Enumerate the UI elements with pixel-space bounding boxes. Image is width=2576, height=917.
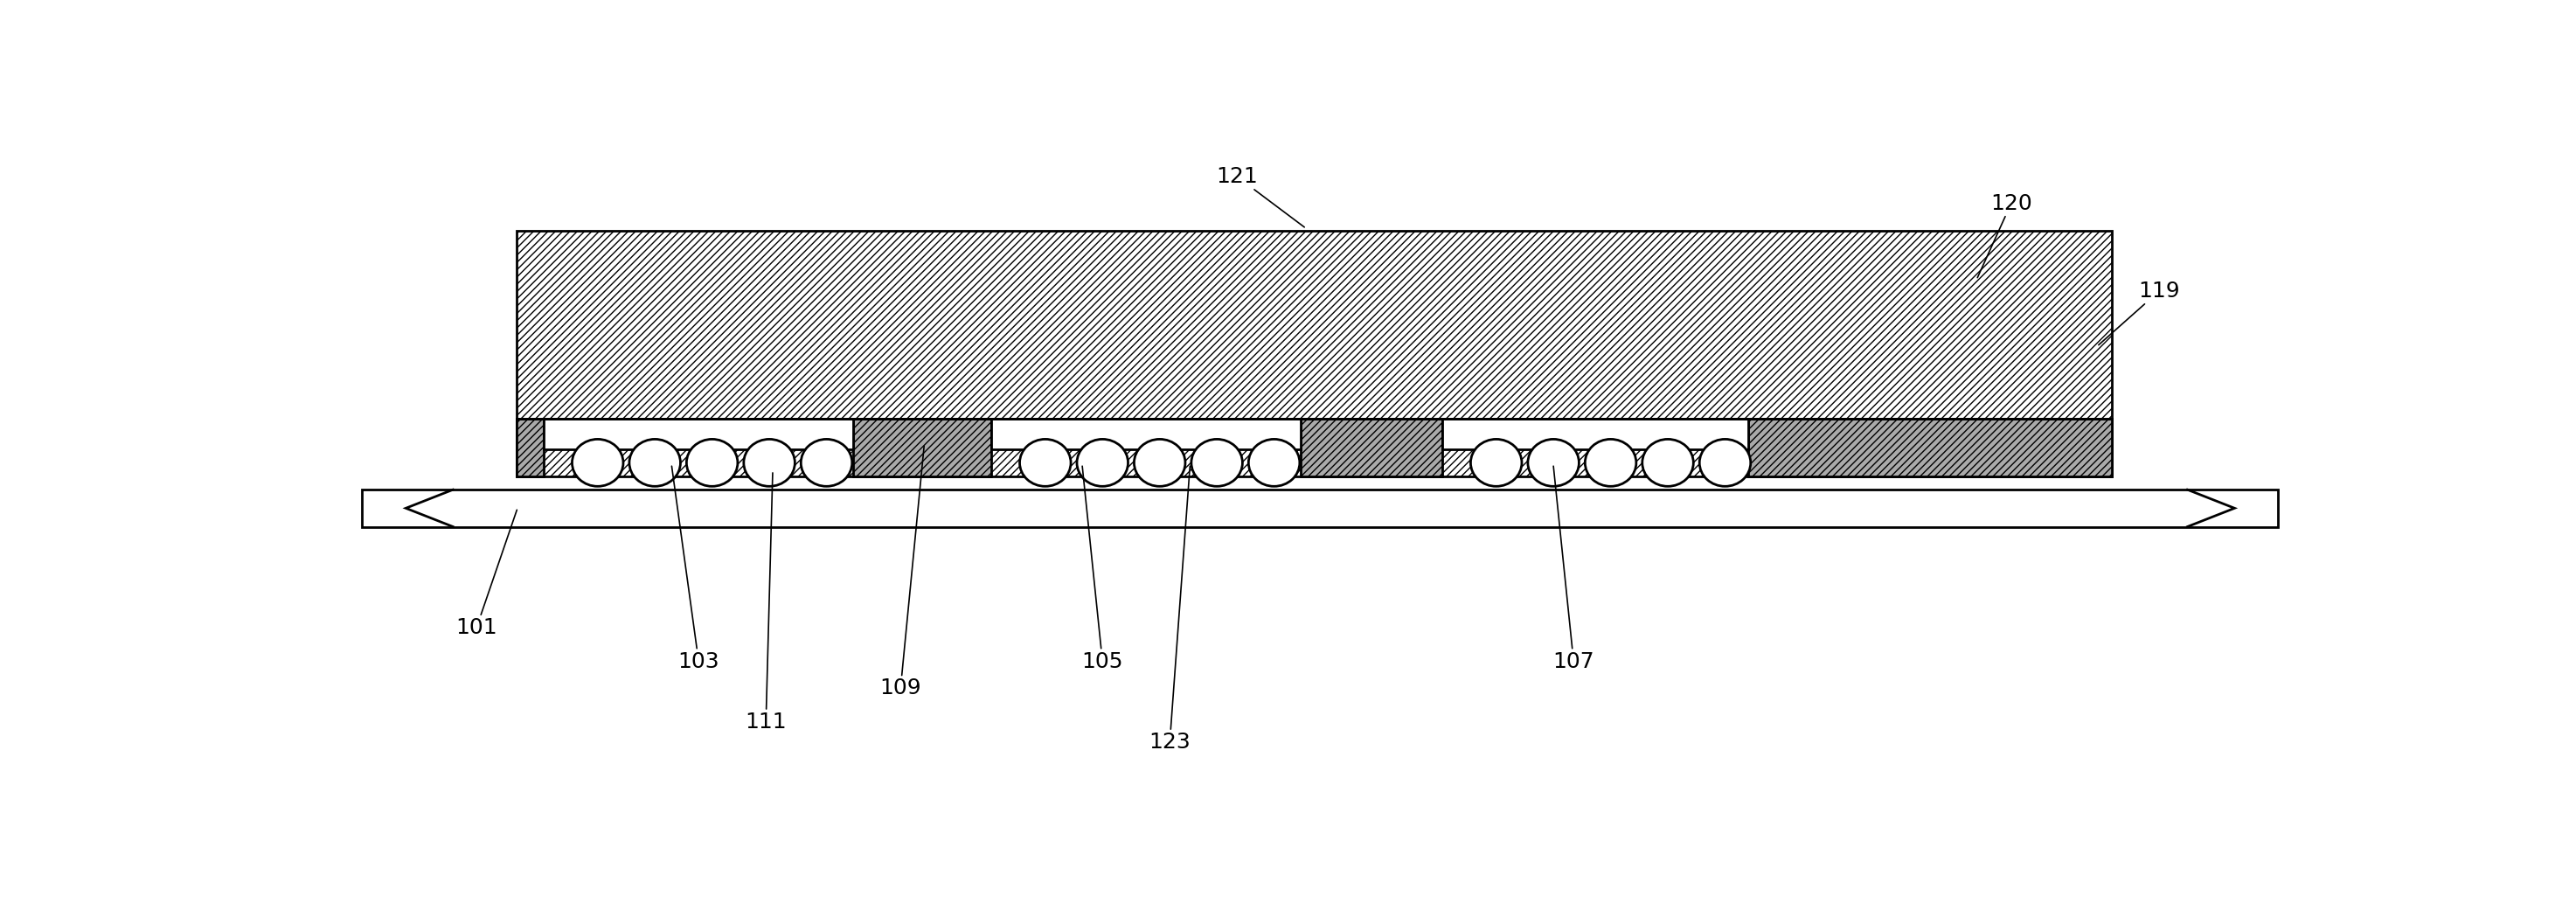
Ellipse shape bbox=[688, 439, 737, 486]
Text: 120: 120 bbox=[1978, 193, 2032, 278]
Ellipse shape bbox=[1249, 439, 1301, 486]
Bar bbox=[363, 490, 2277, 526]
Text: 111: 111 bbox=[744, 473, 786, 733]
Bar bbox=[992, 419, 1301, 449]
Bar bbox=[518, 419, 2112, 476]
Ellipse shape bbox=[1133, 439, 1185, 486]
Bar bbox=[1749, 419, 2112, 476]
Ellipse shape bbox=[1190, 439, 1242, 486]
Text: 101: 101 bbox=[456, 510, 518, 638]
Text: 121: 121 bbox=[1216, 166, 1303, 227]
Ellipse shape bbox=[801, 439, 853, 486]
Ellipse shape bbox=[572, 439, 623, 486]
Ellipse shape bbox=[1700, 439, 1752, 486]
Bar bbox=[1443, 419, 1749, 449]
Ellipse shape bbox=[1020, 439, 1072, 486]
Bar bbox=[518, 230, 2112, 419]
Ellipse shape bbox=[1471, 439, 1522, 486]
Bar bbox=[853, 419, 992, 476]
Bar bbox=[1301, 419, 1443, 476]
Ellipse shape bbox=[1584, 439, 1636, 486]
Text: 103: 103 bbox=[672, 466, 719, 672]
Ellipse shape bbox=[629, 439, 680, 486]
Bar bbox=[518, 419, 544, 476]
Text: 105: 105 bbox=[1082, 466, 1123, 672]
Text: 107: 107 bbox=[1553, 466, 1595, 672]
Ellipse shape bbox=[1643, 439, 1692, 486]
Bar bbox=[544, 419, 853, 449]
Ellipse shape bbox=[744, 439, 796, 486]
Text: 109: 109 bbox=[881, 446, 925, 699]
Text: 123: 123 bbox=[1149, 466, 1190, 753]
Ellipse shape bbox=[1077, 439, 1128, 486]
Text: 119: 119 bbox=[2099, 281, 2179, 345]
Ellipse shape bbox=[1528, 439, 1579, 486]
